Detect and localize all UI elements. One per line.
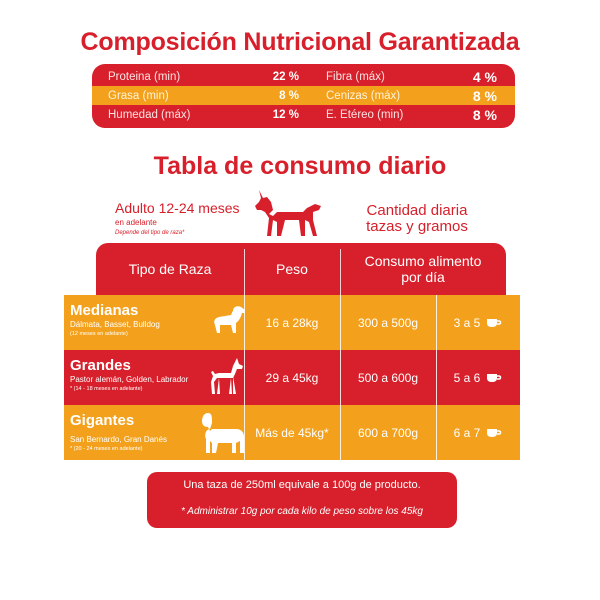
composition-row: Proteina (min) 22 % Fibra (máx) 4 % bbox=[100, 67, 507, 86]
nutrient-value: 12 % bbox=[272, 108, 299, 121]
cup-icon bbox=[487, 318, 502, 327]
row-divider bbox=[244, 295, 245, 350]
grams-value: 600 a 700g bbox=[357, 425, 419, 440]
spaniel-icon bbox=[214, 306, 245, 333]
footer-cup-equivalence: Una taza de 250ml equivale a 100g de pro… bbox=[183, 479, 421, 491]
grams-value: 500 a 600g bbox=[357, 370, 419, 385]
breed-name: Grandes bbox=[70, 357, 131, 374]
row-divider bbox=[436, 350, 437, 405]
cups-cell: 5 a 6 bbox=[436, 350, 520, 405]
breed-examples: Dálmata, Basset, Bulldog bbox=[70, 320, 160, 329]
row-divider bbox=[340, 350, 341, 405]
adult-age-sub: en adelante bbox=[115, 218, 157, 227]
adult-age-note: Depende del tipo de raza* bbox=[115, 230, 185, 236]
doberman-icon bbox=[255, 190, 321, 236]
saint-bernard-icon bbox=[202, 413, 244, 453]
footer-note-box: Una taza de 250ml equivale a 100g de pro… bbox=[147, 472, 457, 528]
nutrient-value: 8 % bbox=[472, 106, 497, 123]
row-divider bbox=[340, 295, 341, 350]
row-divider bbox=[244, 405, 245, 460]
nutrient-name: E. Etéreo (min) bbox=[326, 108, 404, 121]
nutrient-value: 8 % bbox=[472, 87, 497, 104]
table-row: Gigantes San Bernardo, Gran Danés * (20 … bbox=[64, 405, 520, 460]
doberman-small-icon bbox=[211, 358, 243, 394]
breed-age-note: (12 meses en adelante) bbox=[70, 331, 128, 337]
nutrient-value: 4 % bbox=[472, 68, 497, 85]
nutrient-name: Fibra (máx) bbox=[326, 70, 385, 83]
nutrient-value: 22 % bbox=[272, 70, 299, 83]
composition-row: Grasa (min) 8 % Cenizas (máx) 8 % bbox=[92, 86, 515, 105]
cup-icon bbox=[487, 373, 502, 382]
daily-quantity-line2: tazas y gramos bbox=[366, 218, 468, 235]
weight-value: 29 a 45kg bbox=[265, 370, 319, 385]
nutrient-name: Humedad (máx) bbox=[108, 108, 191, 121]
table-row: Grandes Pastor alemán, Golden, Labrador … bbox=[64, 350, 520, 405]
breed-name: Gigantes bbox=[70, 412, 135, 429]
nutrient-name: Grasa (min) bbox=[108, 89, 169, 102]
cup-icon bbox=[487, 428, 502, 437]
row-divider bbox=[436, 405, 437, 460]
cups-value: 5 a 6 bbox=[453, 370, 481, 385]
daily-quantity-label: Cantidad diaria tazas y gramos bbox=[352, 203, 482, 235]
row-divider bbox=[340, 405, 341, 460]
cups-value: 6 a 7 bbox=[453, 425, 481, 440]
nutrient-name: Cenizas (máx) bbox=[326, 89, 401, 102]
table-row: Medianas Dálmata, Basset, Bulldog (12 me… bbox=[64, 295, 520, 350]
breed-examples: Pastor alemán, Golden, Labrador bbox=[70, 375, 189, 384]
header-breed: Tipo de Raza bbox=[128, 261, 212, 277]
consumption-title: Tabla de consumo diario bbox=[153, 152, 447, 180]
daily-quantity-line1: Cantidad diaria bbox=[366, 202, 468, 219]
cups-value: 3 a 5 bbox=[453, 315, 481, 330]
header-divider bbox=[340, 249, 341, 295]
header-weight: Peso bbox=[276, 261, 308, 277]
breed-age-note: * (14 - 18 meses en adelante) bbox=[70, 386, 143, 392]
composition-title: Composición Nutricional Garantizada bbox=[80, 28, 520, 56]
breed-name: Medianas bbox=[70, 302, 139, 319]
header-consumption-line1: Consumo alimento bbox=[364, 253, 482, 269]
nutrient-name: Proteina (min) bbox=[108, 70, 181, 83]
header-divider bbox=[244, 249, 245, 295]
header-consumption: Consumo alimento por día bbox=[340, 243, 506, 295]
weight-value: 16 a 28kg bbox=[265, 315, 319, 330]
grams-value: 300 a 500g bbox=[357, 315, 419, 330]
header-consumption-line2: por día bbox=[401, 269, 445, 285]
footer-extra-dose: * Administrar 10g por cada kilo de peso … bbox=[181, 506, 423, 517]
composition-row: Humedad (máx) 12 % E. Etéreo (min) 8 % bbox=[100, 105, 507, 124]
cups-cell: 3 a 5 bbox=[436, 295, 520, 350]
weight-value: Más de 45kg* bbox=[255, 425, 329, 440]
breed-age-note: * (20 - 24 meses en adelante) bbox=[70, 446, 143, 452]
row-divider bbox=[244, 350, 245, 405]
breed-examples: San Bernardo, Gran Danés bbox=[70, 435, 167, 444]
nutrient-value: 8 % bbox=[279, 89, 299, 102]
composition-table: Proteina (min) 22 % Fibra (máx) 4 % Gras… bbox=[92, 64, 515, 128]
row-divider bbox=[436, 295, 437, 350]
adult-age-label: Adulto 12-24 meses bbox=[115, 200, 240, 216]
cups-cell: 6 a 7 bbox=[436, 405, 520, 460]
table-header: Tipo de Raza Peso Consumo alimento por d… bbox=[96, 243, 506, 295]
